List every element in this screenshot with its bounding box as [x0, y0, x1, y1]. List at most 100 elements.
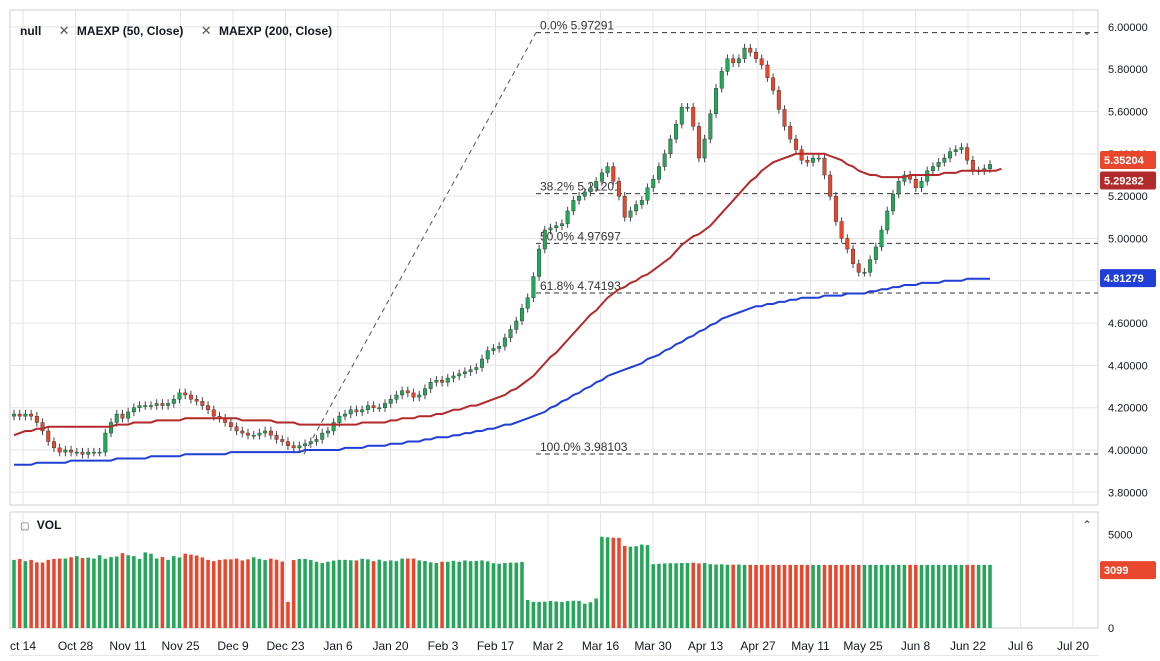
volume-badge-bg — [1100, 561, 1156, 580]
volume-bar — [879, 564, 884, 628]
volume-bar — [474, 560, 479, 628]
volume-bar — [446, 561, 450, 628]
candle-body — [799, 149, 804, 161]
volume-panel-frame — [9, 511, 1099, 629]
volume-bar — [582, 603, 587, 628]
volume-bar — [702, 563, 707, 628]
volume-bar — [571, 600, 576, 628]
volume-bar — [97, 555, 102, 628]
candle-body — [394, 394, 399, 400]
close-icon[interactable]: ✕ — [200, 23, 212, 38]
candle-body — [354, 409, 359, 413]
candle-body — [611, 166, 616, 182]
volume-bar — [451, 560, 456, 628]
volume-bar — [805, 564, 810, 628]
candle-body — [902, 174, 907, 182]
volume-bar — [286, 601, 290, 628]
candle-body — [86, 451, 91, 455]
volume-bar — [919, 564, 924, 628]
x-tick-label: Mar 30 — [634, 639, 672, 653]
ma50-legend[interactable]: MAEXP (50, Close) — [76, 24, 184, 38]
price-panel-frame — [9, 9, 1099, 506]
volume-bar — [354, 560, 359, 628]
volume-bar — [485, 561, 490, 628]
candle-body — [725, 58, 730, 72]
chevron-down-icon[interactable]: ⌄ — [1082, 24, 1093, 38]
volume-bar — [149, 553, 153, 628]
candle-body — [702, 138, 707, 159]
candle-body — [856, 263, 861, 273]
volume-bar — [600, 536, 604, 628]
candle-body — [714, 88, 719, 114]
fib-level-label: 38.2% 5.21201 — [540, 180, 621, 194]
candle-body — [645, 187, 650, 201]
ma50-badge: 5.29282 — [1104, 176, 1144, 188]
candle-body — [12, 413, 16, 417]
candle-body — [525, 297, 530, 309]
volume-bar — [291, 560, 296, 628]
x-tick-label: ct 14 — [10, 639, 36, 653]
candle-body — [211, 409, 216, 417]
candle-body — [679, 107, 684, 125]
volume-bar — [417, 560, 422, 628]
volume-bar — [257, 558, 262, 628]
volume-bar — [948, 564, 952, 628]
x-tick-label: Dec 23 — [266, 639, 304, 653]
volume-bar — [953, 564, 958, 628]
square-icon[interactable]: ▢ — [20, 521, 30, 532]
candle-body — [480, 358, 484, 368]
candle-body — [851, 248, 855, 265]
candle-body — [120, 413, 125, 419]
volume-bar — [622, 545, 627, 628]
candle-body — [388, 399, 393, 404]
volume-bar — [885, 564, 890, 628]
candle-body — [839, 221, 844, 239]
volume-bar — [908, 564, 912, 628]
volume-bar — [799, 564, 804, 628]
volume-bar — [348, 560, 353, 628]
candle-body — [29, 413, 34, 417]
candle-body — [708, 113, 713, 140]
candle-body — [149, 405, 153, 407]
volume-bar — [29, 559, 33, 628]
candle-body — [280, 439, 285, 442]
volume-bar — [206, 559, 210, 628]
volume-bar — [782, 564, 787, 628]
candle-body — [468, 369, 473, 372]
vol-y-tick-label: 5000 — [1108, 530, 1132, 542]
candle-body — [337, 415, 342, 423]
volume-bar — [942, 564, 947, 628]
volume-bar — [794, 564, 798, 628]
candle-body — [868, 259, 873, 273]
volume-bar — [63, 558, 68, 628]
candle-body — [240, 430, 245, 434]
volume-bar — [914, 564, 918, 628]
x-tick-label: Jun 22 — [950, 639, 986, 653]
ma200-legend[interactable]: MAEXP (200, Close) — [219, 24, 333, 38]
x-tick-label: Apr 27 — [740, 639, 776, 653]
candle-body — [754, 52, 758, 59]
volume-bar — [577, 600, 581, 628]
volume-bar — [109, 557, 113, 628]
candle-body — [234, 426, 239, 432]
y-tick-label: 6.00000 — [1108, 22, 1148, 34]
volume-bar — [959, 564, 964, 628]
volume-bar — [183, 553, 187, 628]
volume-bar — [697, 563, 701, 628]
candle-body — [51, 441, 56, 449]
chevron-up-icon[interactable]: ⌃ — [1082, 518, 1093, 532]
ma200-badge: 4.81279 — [1104, 273, 1144, 285]
volume-bar — [839, 564, 844, 628]
candle-body — [80, 451, 85, 455]
candle-body — [103, 432, 108, 453]
volume-bar — [725, 564, 730, 628]
volume-bar — [371, 561, 376, 628]
candle-body — [371, 405, 376, 408]
close-icon[interactable]: ✕ — [58, 23, 70, 38]
volume-bar — [366, 559, 370, 628]
volume-bar — [114, 556, 119, 628]
volume-bar — [503, 563, 507, 628]
volume-bar — [514, 562, 519, 628]
volume-bar — [194, 555, 199, 628]
